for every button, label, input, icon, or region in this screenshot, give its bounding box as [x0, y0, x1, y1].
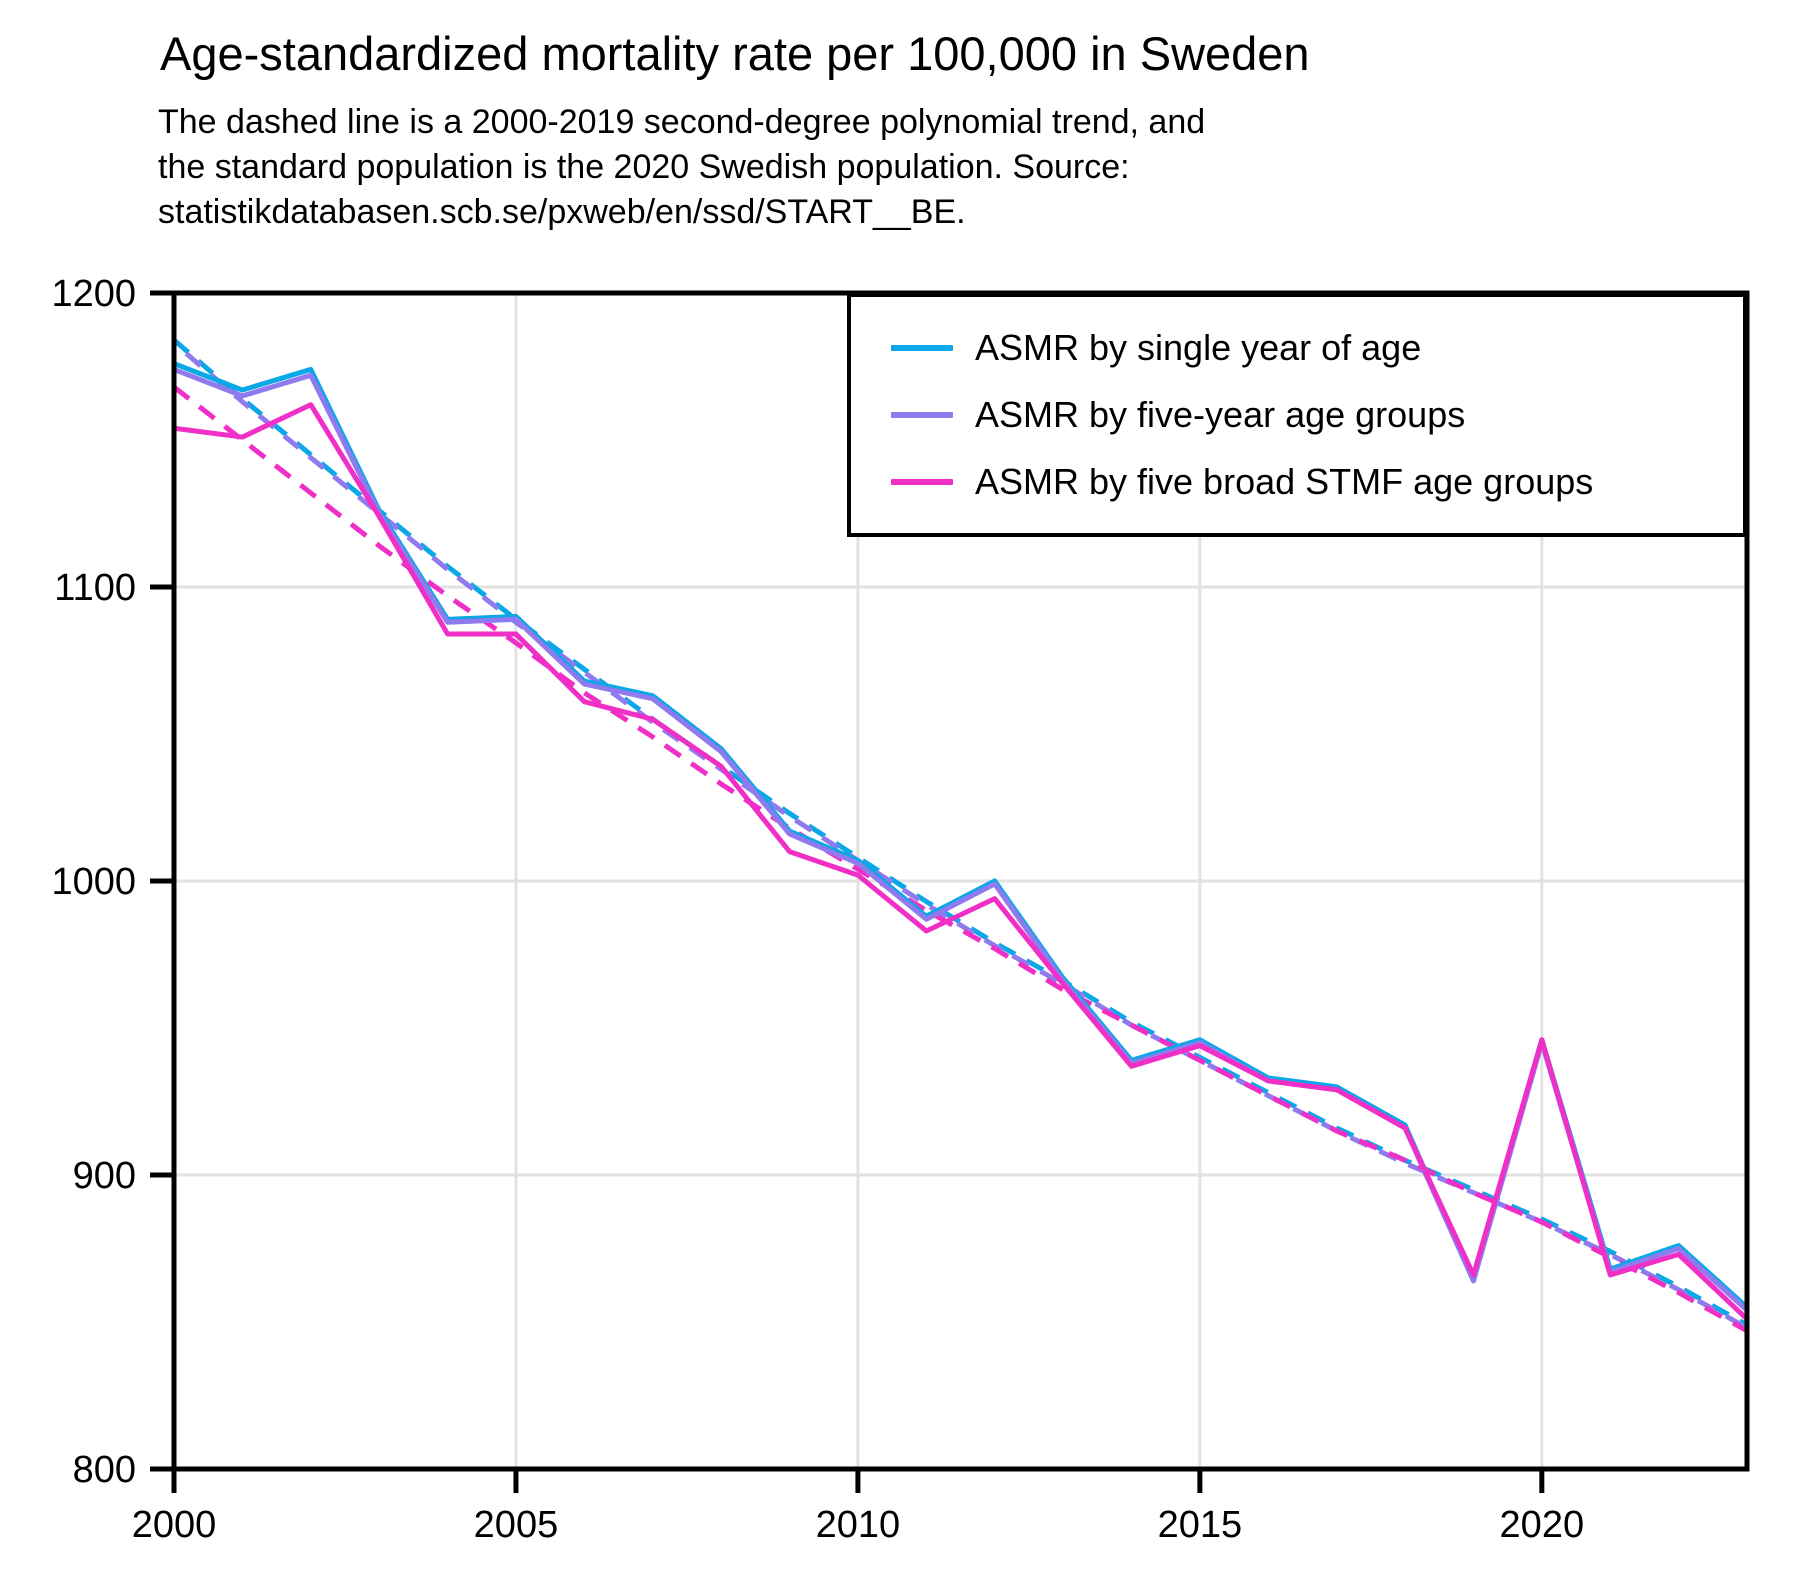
legend-swatch-stmf — [891, 479, 953, 485]
legend-item-single-year: ASMR by single year of age — [891, 327, 1743, 368]
x-tick-label-2000: 2000 — [132, 1504, 217, 1546]
chart-subtitle: The dashed line is a 2000-2019 second-de… — [158, 100, 1205, 235]
x-tick-label-2005: 2005 — [474, 1504, 559, 1546]
legend-swatch-five-year — [891, 412, 953, 418]
y-tick-label-900: 900 — [73, 1155, 136, 1197]
series-trend-stmf — [172, 385, 1749, 1334]
x-tick-label-2015: 2015 — [1158, 1504, 1243, 1546]
legend-label-stmf: ASMR by five broad STMF age groups — [975, 461, 1594, 502]
subtitle-line-1: The dashed line is a 2000-2019 second-de… — [158, 103, 1206, 141]
y-tick-label-1200: 1200 — [51, 273, 136, 315]
x-tick-label-2020: 2020 — [1500, 1504, 1585, 1546]
series-asmr-stmf — [173, 402, 1749, 1321]
page-title: Age-standardized mortality rate per 100,… — [160, 27, 1310, 80]
legend-label-single-year: ASMR by single year of age — [975, 327, 1422, 368]
x-tick-label-2010: 2010 — [816, 1504, 901, 1546]
legend-item-stmf: ASMR by five broad STMF age groups — [891, 461, 1743, 502]
legend-label-five-year: ASMR by five-year age groups — [975, 394, 1466, 435]
legend-item-five-year: ASMR by five-year age groups — [891, 394, 1743, 435]
series-trend-single-year — [172, 338, 1749, 1328]
y-tick-label-1000: 1000 — [51, 861, 136, 903]
subtitle-line-3: statistikdatabasen.scb.se/pxweb/en/ssd/S… — [158, 193, 966, 231]
series-trend-five-year — [172, 341, 1749, 1331]
subtitle-line-2: the standard population is the 2020 Swed… — [158, 148, 1130, 186]
legend: ASMR by single year of age ASMR by five-… — [847, 293, 1747, 537]
legend-swatch-single-year — [891, 345, 953, 351]
y-tick-label-1100: 1100 — [54, 567, 136, 609]
y-tick-label-800: 800 — [73, 1449, 136, 1491]
